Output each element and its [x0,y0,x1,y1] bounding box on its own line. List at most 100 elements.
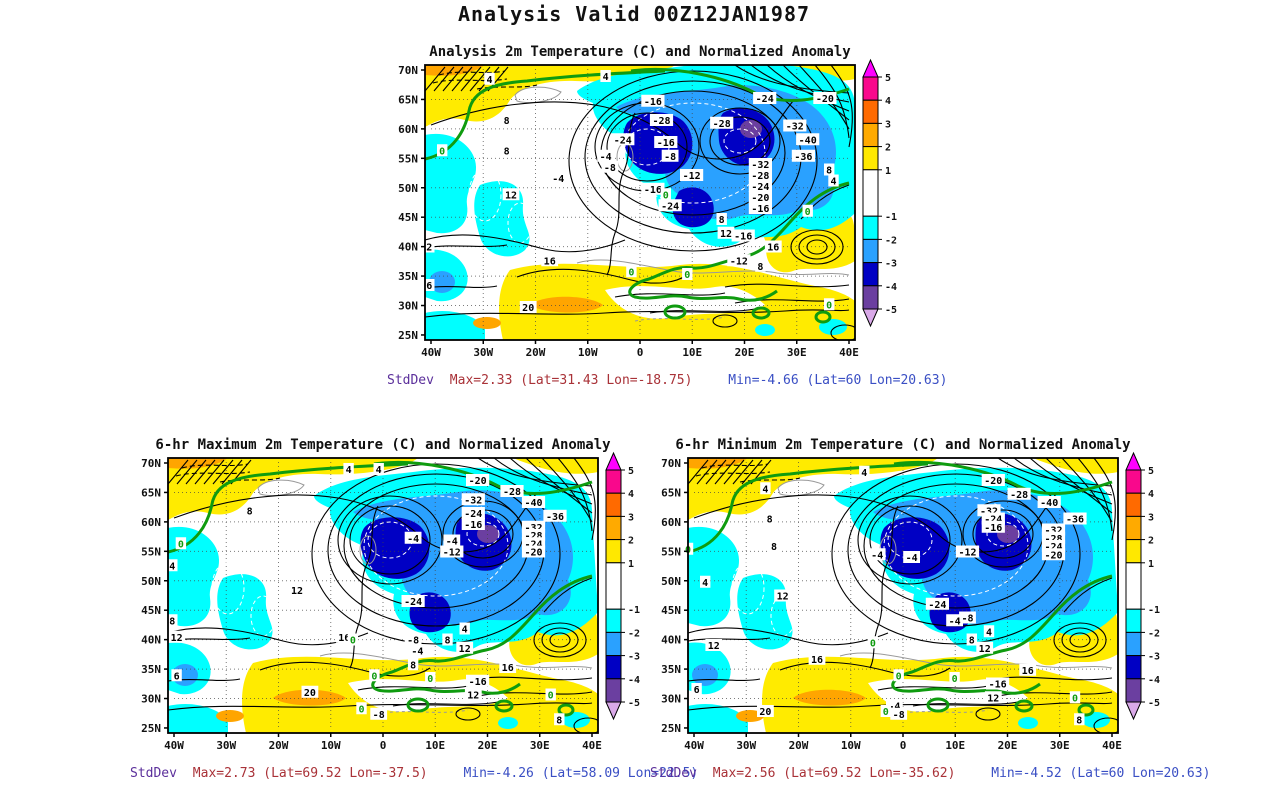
lat-tick-label: 65N [661,486,681,499]
colorbar-tick-label: -4 [1148,675,1160,686]
contour-labels: 4 488 -412-16-28-24 -20-28 -32-40-36-24 -16-8… [424,70,839,314]
svg-text:8: 8 [556,715,562,726]
colorbar-tick-label: -5 [628,698,640,709]
svg-text:-16: -16 [644,97,662,108]
svg-text:0: 0 [663,190,669,201]
svg-text:-16: -16 [464,520,482,531]
svg-text:12: 12 [459,644,471,655]
lat-tick-label: 65N [398,93,418,106]
zero-contour [688,460,1113,717]
6hr-min-caption: StdDev Max=2.56 (Lat=69.52 Lon=-35.62) M… [650,766,1210,781]
svg-text:-40: -40 [799,135,817,146]
lon-tick-label: 10W [321,739,341,750]
svg-text:12: 12 [720,229,732,240]
svg-text:-4: -4 [906,553,918,564]
svg-text:8: 8 [767,515,773,526]
caption-min-value: Min=-4.66 (Lat=60 Lon=20.63) [728,373,948,388]
svg-text:0: 0 [350,636,356,647]
figure-6hr-min-title: 6-hr Minimum 2m Temperature (C) and Norm… [675,437,1131,453]
svg-text:-8: -8 [407,636,419,647]
page-title: Analysis Valid 00Z12JAN1987 [457,2,811,26]
lat-tick-label: 30N [398,300,418,313]
caption-max-value: Max=2.73 (Lat=69.52 Lon=-37.5) [192,766,428,781]
figure-analysis-title: Analysis 2m Temperature (C) and Normaliz… [429,44,851,60]
svg-text:0: 0 [826,300,832,311]
svg-text:-28: -28 [524,531,542,542]
lon-tick-label: 20E [735,346,755,357]
svg-text:16: 16 [502,663,514,674]
colorbar-tick-label: -3 [885,259,897,270]
svg-text:12: 12 [291,586,303,597]
colorbar-tick-label: -1 [885,212,897,223]
figure-6hr-max-title: 6-hr Maximum 2m Temperature (C) and Norm… [155,437,611,453]
svg-text:-32: -32 [751,160,769,171]
lat-tick-label: 60N [661,516,681,529]
svg-text:16: 16 [544,256,556,267]
temperature-contours [168,458,598,733]
svg-text:-28: -28 [751,171,769,182]
caption-max-value: Max=2.56 (Lat=69.52 Lon=-35.62) [712,766,956,781]
lat-tick-label: 30N [661,693,681,706]
svg-text:4: 4 [603,72,609,83]
lat-tick-label: 50N [141,575,161,588]
svg-text:-20: -20 [524,548,542,559]
svg-text:0: 0 [427,674,433,685]
svg-text:0: 0 [805,207,811,218]
colorbar-tick-label: 5 [628,466,634,477]
svg-text:-16: -16 [657,138,675,149]
svg-text:0: 0 [178,539,184,550]
lon-tick-label: 40W [164,739,184,750]
svg-text:4: 4 [762,484,768,495]
svg-text:-20: -20 [816,94,834,105]
colorbar-tick-label: -4 [628,675,640,686]
svg-text:4: 4 [169,561,175,572]
lon-tick-label: 20E [478,739,498,750]
svg-text:0: 0 [952,674,958,685]
svg-text:6: 6 [174,671,180,682]
svg-text:-24: -24 [928,600,946,611]
lat-tick-label: 45N [398,211,418,224]
colorbar-tick-label: 1 [1148,559,1154,570]
lat-tick-label: 50N [398,182,418,195]
svg-text:-40: -40 [1040,498,1058,509]
svg-text:-36: -36 [546,512,564,523]
svg-text:6: 6 [426,281,432,292]
colorbar-tick-label: -3 [1148,652,1160,663]
svg-text:-12: -12 [958,548,976,559]
svg-text:-28: -28 [1010,490,1028,501]
6hr-max-caption: StdDev Max=2.73 (Lat=69.52 Lon=-37.5) Mi… [130,766,698,781]
colorbar-tick-label: -4 [885,282,897,293]
svg-text:6: 6 [694,685,700,696]
lat-tick-label: 70N [398,64,418,77]
svg-text:12: 12 [979,644,991,655]
svg-text:-20: -20 [469,476,487,487]
lon-tick-label: 30W [736,739,756,750]
caption-min-value: Min=-4.26 (Lat=58.09 Lon=22.5) [463,766,699,781]
contour-labels: 4 48-20-28-32 -40-36-24-16-4 -4-12-32-28-24… [167,463,567,726]
colorbar-tick-label: -2 [885,235,897,246]
svg-text:0: 0 [870,638,876,649]
svg-text:-24: -24 [1044,542,1062,553]
svg-text:-8: -8 [373,710,385,721]
lon-tick-label: 30E [1050,739,1070,750]
svg-text:4: 4 [986,627,992,638]
svg-text:0: 0 [628,267,634,278]
lon-tick-label: 10E [425,739,445,750]
lon-tick-label: 40E [582,739,602,750]
svg-text:8: 8 [771,542,777,553]
lon-tick-label: 20W [789,739,809,750]
lon-tick-label: 10W [841,739,861,750]
svg-text:12: 12 [505,190,517,201]
svg-text:-32: -32 [786,122,804,133]
svg-text:20: 20 [759,707,771,718]
svg-text:-8: -8 [893,710,905,721]
svg-text:8: 8 [1076,715,1082,726]
svg-text:8: 8 [247,506,253,517]
svg-text:-20: -20 [984,476,1002,487]
svg-text:8: 8 [444,636,450,647]
lat-tick-label: 25N [398,329,418,342]
caption-min-value: Min=-4.52 (Lat=60 Lon=20.63) [991,766,1211,781]
